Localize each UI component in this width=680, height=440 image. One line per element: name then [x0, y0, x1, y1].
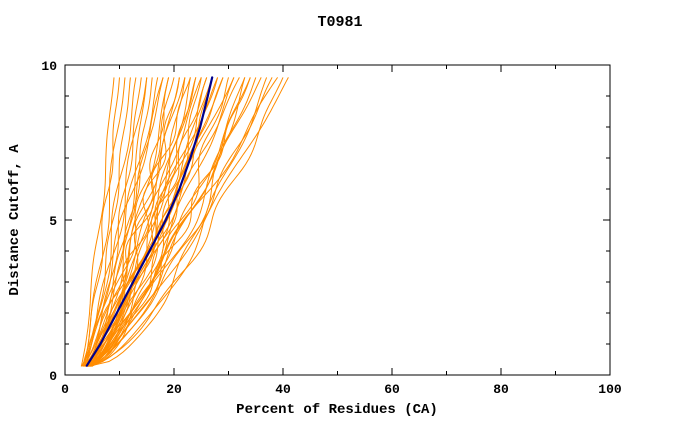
plot-border — [64, 64, 611, 376]
model-curve — [84, 77, 235, 367]
model-curve — [88, 77, 197, 367]
model-curve — [91, 77, 213, 367]
model-curve — [83, 77, 148, 367]
model-curve — [89, 77, 170, 367]
model-curve — [85, 77, 137, 367]
y-tick-label: 5 — [49, 214, 57, 229]
y-axis-label: Distance Cutoff, A — [7, 144, 23, 296]
x-tick-label: 100 — [598, 382, 622, 397]
model-curve — [81, 77, 164, 367]
model-curve — [87, 77, 289, 367]
x-tick-label: 40 — [275, 382, 291, 397]
model-curve — [83, 77, 148, 367]
model-curve — [80, 77, 115, 367]
x-tick-label: 20 — [166, 382, 182, 397]
model-curve — [83, 77, 126, 367]
model-curve — [82, 77, 191, 367]
model-curve — [85, 77, 257, 367]
model-curve — [90, 77, 273, 367]
x-tick-label: 0 — [61, 382, 69, 397]
model-curve — [89, 77, 164, 367]
model-curve — [84, 77, 170, 367]
chart-title: T0981 — [317, 14, 362, 31]
y-tick-label: 10 — [41, 59, 57, 74]
model-curve — [82, 77, 186, 367]
model-curve — [86, 77, 224, 367]
model-curve — [85, 77, 208, 367]
consensus-curve — [85, 76, 214, 367]
model-curve — [88, 77, 246, 367]
plot-area: 0 20 40 60 80 100 0 5 10 — [41, 59, 622, 397]
x-tick-label: 60 — [384, 382, 400, 397]
model-curve — [84, 77, 251, 367]
model-curve — [88, 77, 284, 367]
x-axis-label: Percent of Residues (CA) — [236, 402, 438, 418]
y-tick-label: 0 — [49, 369, 57, 384]
x-tick-label: 80 — [493, 382, 509, 397]
model-curve — [84, 77, 279, 367]
